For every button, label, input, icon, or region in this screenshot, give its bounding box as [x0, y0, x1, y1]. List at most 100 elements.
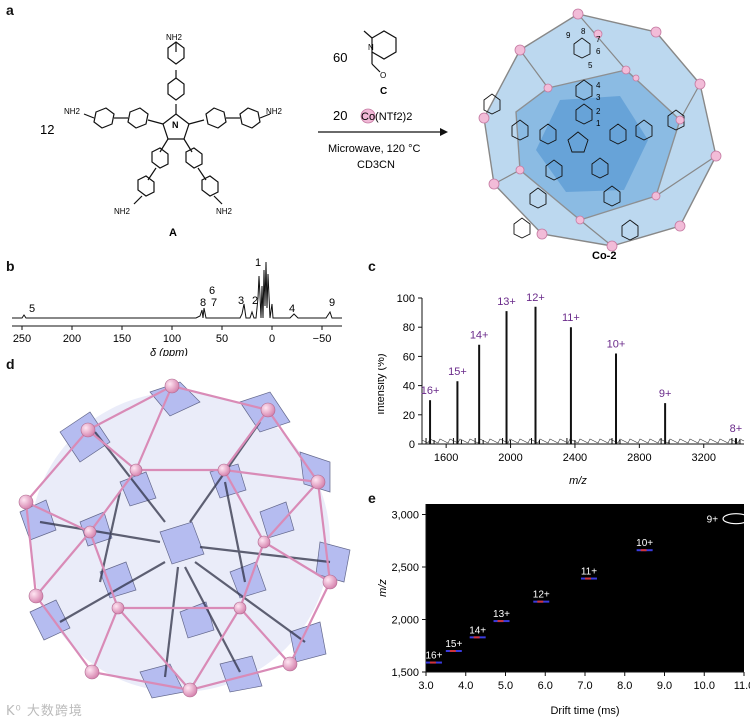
ims-point-label: 15+	[445, 639, 462, 650]
nmr-tick-label: 250	[13, 333, 31, 345]
arrow-head	[440, 128, 448, 136]
nmr-peak-label: 3	[238, 295, 244, 307]
ms-peak-label: 12+	[526, 292, 545, 304]
nmr-peak-label: 6	[209, 285, 215, 297]
nh2-top: NH2	[166, 33, 183, 42]
panel-c-label: c	[368, 258, 376, 274]
ims-point-core	[473, 636, 480, 639]
ims-x-tick-label: 4.0	[458, 680, 473, 692]
nmr-tick-label: 0	[269, 333, 275, 345]
molecule-c-n: N	[368, 43, 374, 52]
ims-x-tick-label: 9.0	[657, 680, 672, 692]
atom-8: 8	[581, 27, 586, 36]
nh2-left: NH2	[64, 107, 81, 116]
ms-x-tick-label: 2400	[563, 452, 587, 464]
ion-mobility-chart: 1,500 2,000 2,500 3,000 3.0 4.0 5.0 6.0 7.0 8.0 9.…	[378, 504, 750, 717]
ims-x-tick-label: 5.0	[498, 680, 513, 692]
compound-c-label: C	[380, 86, 387, 97]
nmr-peak-label: 7	[211, 297, 217, 309]
nh2-bottom-right: NH2	[216, 207, 233, 216]
ms-baseline-noise	[421, 438, 745, 444]
pyrrole-n: N	[172, 120, 179, 130]
nmr-spectrum: 250 200 150 100 50 0 −50 5 8 76 3 2 1 4 9 δ (ppm)	[12, 257, 342, 356]
compound-a-label: A	[169, 227, 177, 239]
nmr-peak-label: 8	[200, 297, 206, 309]
nmr-peak-label: 2	[252, 295, 258, 307]
count-c: 60	[333, 50, 347, 65]
atom-9: 9	[566, 31, 571, 40]
nmr-peak-label: 9	[329, 297, 335, 309]
nmr-tick-label: 150	[113, 333, 131, 345]
mass-spectrum-chart: 0 20 40 60 80 100 1600 2000 2400 2800 3200 16+ 15+ 1…	[378, 292, 745, 487]
count-co: 20	[333, 108, 347, 123]
ims-point-core	[497, 620, 504, 623]
atom-2: 2	[596, 107, 601, 116]
nh2-bottom-left: NH2	[114, 207, 131, 216]
co2-cage-drawing: 9 8 7 6 5 4 3 2 1	[478, 8, 722, 252]
ims-x-tick-label: 3.0	[418, 680, 433, 692]
ims-point-core	[429, 661, 436, 664]
nmr-tick-label: 200	[63, 333, 81, 345]
panel-b-label: b	[6, 258, 15, 274]
molecule-c-o: O	[380, 71, 386, 80]
ms-y-label: Intensity (%)	[378, 353, 387, 414]
nmr-peak-label: 1	[255, 257, 261, 269]
ms-y-tick-label: 20	[403, 410, 415, 422]
watermark: K⁰ 大数跨境	[6, 704, 83, 719]
ms-peak-label: 16+	[421, 385, 440, 397]
cobalt-salt-label: Co(NTf2)2	[361, 111, 412, 123]
atom-5: 5	[588, 61, 593, 70]
crystal-structure-image	[18, 378, 351, 699]
nh2-right: NH2	[266, 107, 283, 116]
nmr-tick-label: 100	[163, 333, 181, 345]
atom-6: 6	[596, 47, 601, 56]
ims-point-label: 16+	[425, 651, 442, 662]
ms-peak-label: 11+	[562, 312, 580, 324]
ims-point-label: 14+	[469, 625, 486, 636]
ims-x-tick-label: 6.0	[538, 680, 553, 692]
ms-x-label: m/z	[569, 475, 587, 487]
ims-point-core	[537, 600, 544, 603]
molecule-a-drawing	[83, 41, 271, 205]
atom-4: 4	[596, 81, 601, 90]
panel-e-label: e	[368, 490, 376, 506]
ims-x-tick-label: 11.0	[734, 680, 750, 692]
ms-peak-label: 13+	[497, 296, 516, 308]
panel-a-label: a	[6, 2, 14, 18]
ms-peak-label: 15+	[448, 366, 467, 378]
product-label: Co-2	[592, 250, 616, 260]
ims-x-tick-label: 8.0	[617, 680, 632, 692]
ims-point-label: 13+	[493, 609, 510, 620]
ms-y-tick-label: 80	[403, 322, 415, 334]
condition-1: Microwave, 120 °C	[328, 143, 420, 155]
ms-x-tick-label: 1600	[434, 452, 458, 464]
nmr-peak-label: 5	[29, 303, 35, 315]
panel-d-label: d	[6, 356, 15, 372]
ims-point-core	[584, 577, 591, 580]
condition-2: CD3CN	[357, 159, 395, 171]
ims-point-9+	[722, 513, 750, 525]
nmr-trace	[12, 261, 342, 319]
ms-x-tick-label: 2800	[627, 452, 651, 464]
ims-x-label: Drift time (ms)	[550, 705, 619, 717]
nmr-tick-label: 50	[216, 333, 228, 345]
reaction-scheme: 12 N NH2 NH2 NH2 NH2	[40, 8, 722, 260]
ims-y-tick-label: 2,500	[391, 562, 419, 574]
ms-peak-label: 8+	[730, 423, 743, 435]
ms-x-tick-label: 3200	[692, 452, 716, 464]
atom-3: 3	[596, 93, 601, 102]
ims-point-label: 9+	[707, 515, 719, 526]
count-a: 12	[40, 122, 54, 137]
nmr-peak-label: 4	[289, 303, 295, 315]
ims-plot-area	[426, 504, 744, 672]
atom-1: 1	[596, 119, 601, 128]
ms-y-tick-label: 0	[409, 439, 415, 451]
ims-x-tick-label: 10.0	[694, 680, 715, 692]
ims-point-label: 10+	[636, 538, 653, 549]
ms-x-tick-label: 2000	[498, 452, 522, 464]
ms-peak-label: 10+	[607, 338, 626, 350]
ims-point-core	[449, 650, 456, 652]
ims-point-label: 11+	[581, 567, 597, 578]
atom-7: 7	[596, 35, 601, 44]
ims-y-tick-label: 2,000	[391, 615, 419, 627]
